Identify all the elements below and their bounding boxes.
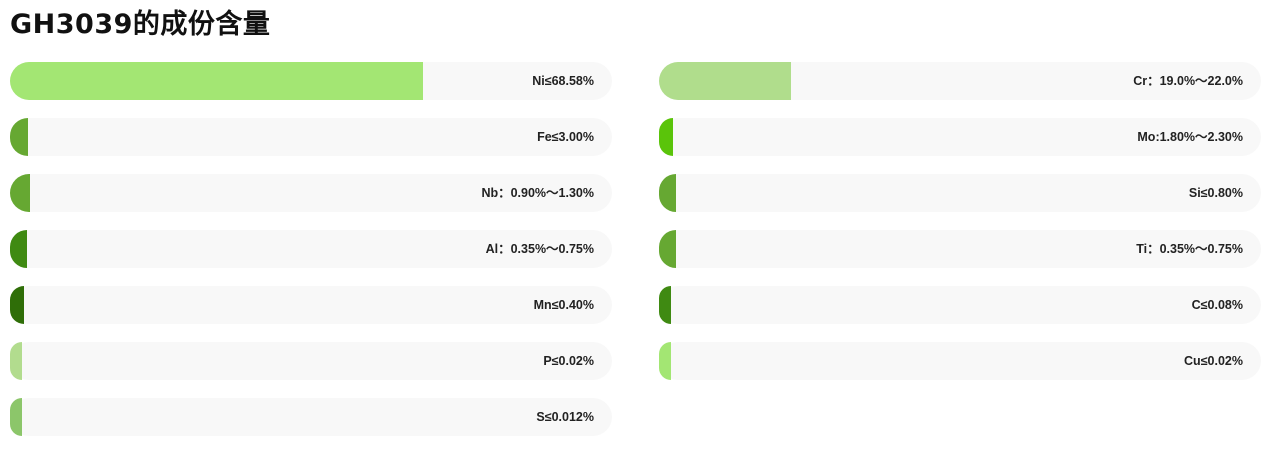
bar — [659, 174, 676, 212]
bar — [659, 230, 676, 268]
bar-row: Cu≤0.02% — [659, 342, 1261, 380]
bar — [10, 118, 28, 156]
bar-label: Mn≤0.40% — [533, 298, 594, 312]
bar-row: P≤0.02% — [10, 342, 612, 380]
bar-row: Ni≤68.58% — [10, 62, 612, 100]
bar-row: Fe≤3.00% — [10, 118, 612, 156]
bar — [659, 286, 671, 324]
bar-label: Cr：19.0%～22.0% — [1133, 74, 1243, 88]
bar-label: S≤0.012% — [536, 410, 594, 424]
bar-row: Ti：0.35%～0.75% — [659, 230, 1261, 268]
bar-row: Nb：0.90%～1.30% — [10, 174, 612, 212]
bar-row: C≤0.08% — [659, 286, 1261, 324]
bar-row: Si≤0.80% — [659, 174, 1261, 212]
bar — [659, 342, 671, 380]
bar-label: Cu≤0.02% — [1184, 354, 1243, 368]
bar-label: Ti：0.35%～0.75% — [1136, 242, 1243, 256]
bar — [10, 174, 30, 212]
bar-label: Ni≤68.58% — [532, 74, 594, 88]
bar-column-right: Cr：19.0%～22.0% Mo:1.80%～2.30% Si≤0.80% Ti：0… — [659, 62, 1261, 398]
bar — [10, 342, 22, 380]
bar — [10, 286, 24, 324]
bar-column-left: Ni≤68.58% Fe≤3.00% Nb：0.90%～1.30% Al：0.35%～… — [10, 62, 612, 454]
bar — [10, 230, 27, 268]
bar-label: Fe≤3.00% — [537, 130, 594, 144]
bar-label: C≤0.08% — [1191, 298, 1243, 312]
bar-label: Mo:1.80%～2.30% — [1137, 130, 1243, 144]
bar — [659, 118, 673, 156]
bar-row: Mo:1.80%～2.30% — [659, 118, 1261, 156]
bar — [10, 398, 22, 436]
bar — [659, 62, 791, 100]
bar-row: S≤0.012% — [10, 398, 612, 436]
bar-row: Mn≤0.40% — [10, 286, 612, 324]
bar-row: Cr：19.0%～22.0% — [659, 62, 1261, 100]
bar-label: Nb：0.90%～1.30% — [481, 186, 594, 200]
bar-label: Si≤0.80% — [1188, 186, 1243, 200]
bar-label: Al：0.35%～0.75% — [485, 242, 594, 256]
bar — [10, 62, 423, 100]
bar-label: P≤0.02% — [543, 354, 594, 368]
page-title: GH3039的成份含量 — [10, 9, 271, 40]
bar-row: Al：0.35%～0.75% — [10, 230, 612, 268]
